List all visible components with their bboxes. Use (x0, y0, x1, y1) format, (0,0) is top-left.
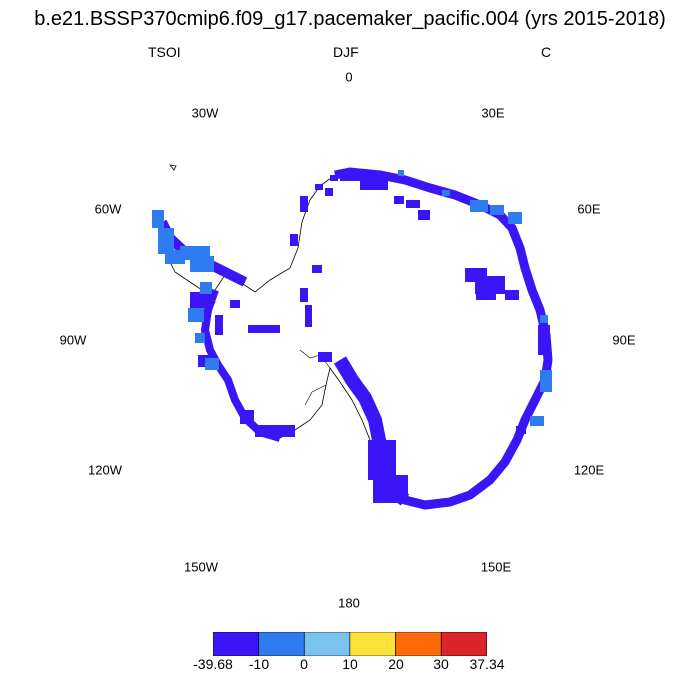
colorbar-bin-0 (213, 632, 259, 656)
lon-label-90w: 90W (59, 332, 87, 348)
colorbar-label-0: 0 (300, 656, 308, 672)
interior-cells (190, 171, 550, 503)
colorbar-label-10: 10 (342, 656, 358, 672)
colorbar-bin-4 (395, 632, 442, 656)
lon-label-150e: 150E (480, 559, 512, 575)
plot-title: b.e21.BSSP370cmip6.f09_g17.pacemaker_pac… (34, 8, 666, 30)
lon-label-60e: 60E (577, 201, 601, 217)
colorbar-bin-5 (440, 632, 487, 656)
variable-label: TSOI (148, 44, 181, 60)
lon-label-30e: 30E (481, 105, 505, 121)
lon-label-180: 180 (338, 595, 360, 611)
colorbar-label-30: 30 (433, 656, 449, 672)
colorbar (213, 632, 487, 656)
coastal-band-west (200, 288, 282, 442)
colorbar-bin-3 (349, 632, 396, 656)
colorbar-bin-1 (258, 632, 305, 656)
lon-label-30w: 30W (191, 105, 219, 121)
colorbar-label-20: 20 (388, 656, 404, 672)
colorbar-label-max: 37.34 (469, 656, 505, 672)
season-label: DJF (333, 44, 359, 60)
colorbar-bin-2 (304, 632, 351, 656)
lon-label-90e: 90E (612, 332, 636, 348)
lon-label-150w: 150W (184, 559, 218, 575)
secondary-band-cells (152, 170, 552, 426)
units-label: C (541, 44, 552, 60)
colorbar-label-min: -39.68 (193, 656, 233, 672)
lon-label-120w: 120W (88, 462, 122, 478)
lon-label-0: 0 (345, 69, 353, 85)
small-island (169, 164, 177, 171)
colorbar-label-neg10: -10 (248, 656, 270, 672)
lon-label-120e: 120E (573, 462, 605, 478)
lon-label-60w: 60W (94, 201, 122, 217)
